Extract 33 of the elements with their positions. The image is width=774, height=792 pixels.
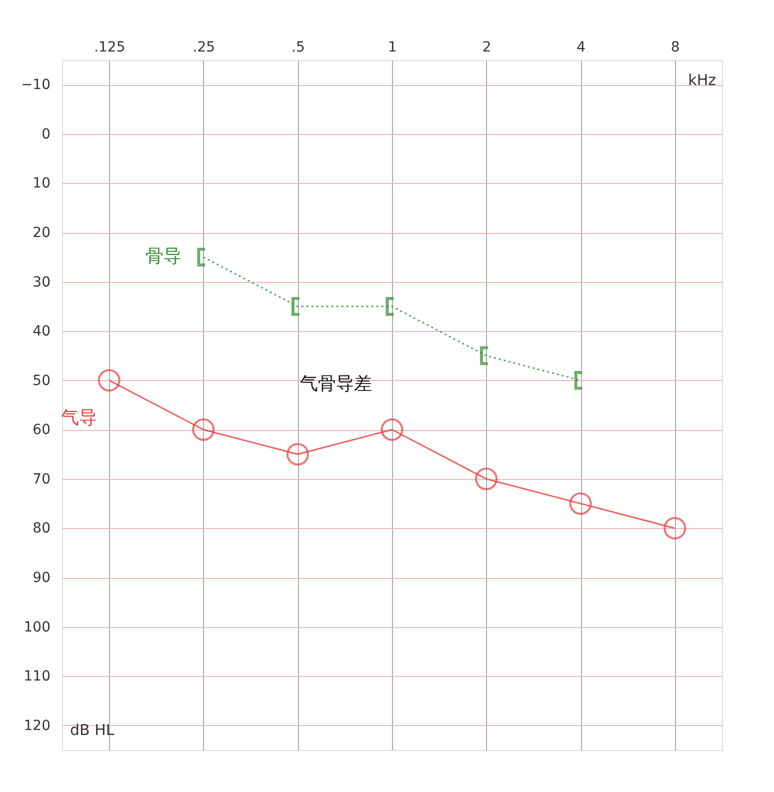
x-tick-label: 2 bbox=[482, 40, 492, 56]
point bbox=[569, 492, 592, 515]
point bbox=[664, 516, 686, 540]
annotation: 气骨导差 bbox=[300, 373, 372, 394]
y-tick-label: 40 bbox=[32, 324, 50, 340]
x-tick-label: 1 bbox=[388, 40, 397, 56]
y-tick-label: 70 bbox=[32, 471, 50, 488]
point bbox=[380, 418, 404, 441]
point bbox=[286, 443, 309, 466]
series-label: 气导 bbox=[61, 407, 98, 428]
x-tick-label: .25 bbox=[192, 40, 216, 56]
x-tick-label: .5 bbox=[292, 40, 305, 56]
y-axis-title: dB HL bbox=[70, 721, 115, 739]
point bbox=[475, 468, 498, 490]
x-tick-label: 4 bbox=[576, 40, 586, 56]
series-label: 骨导 bbox=[145, 246, 182, 268]
y-tick-label: 90 bbox=[32, 570, 50, 586]
y-tick-label: 10 bbox=[32, 176, 50, 192]
y-tick-label: 0 bbox=[42, 126, 50, 142]
y-tick-label: 100 bbox=[24, 619, 50, 636]
y-tick-label: 60 bbox=[32, 422, 50, 438]
y-tick-label: 30 bbox=[32, 274, 50, 290]
x-tick-label: 8 bbox=[670, 40, 680, 56]
y-tick-label: 50 bbox=[32, 372, 50, 389]
y-tick-label: 20 bbox=[32, 225, 50, 241]
x-tick-label: .125 bbox=[94, 40, 126, 56]
y-tick-label: 80 bbox=[32, 520, 50, 537]
y-tick-label: 110 bbox=[24, 668, 50, 685]
y-tick-label: 120 bbox=[24, 718, 50, 734]
point bbox=[98, 369, 120, 392]
point bbox=[192, 418, 215, 441]
x-axis-title: kHz bbox=[688, 71, 716, 89]
y-tick-label: −10 bbox=[20, 77, 50, 94]
